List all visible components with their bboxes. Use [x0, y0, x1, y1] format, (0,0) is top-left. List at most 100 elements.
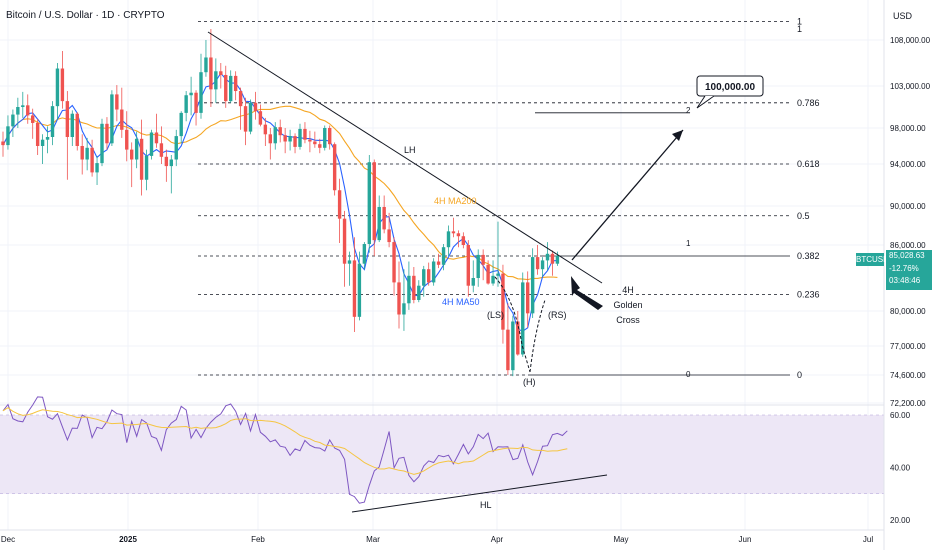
candle-body — [456, 233, 461, 237]
candles-group — [1, 28, 560, 377]
lh-trendline — [207, 31, 603, 284]
fib-ratio-label: 1 — [797, 17, 802, 27]
candle-body — [224, 74, 228, 102]
fib-ratio-label: 0.5 — [797, 211, 810, 221]
candle-body — [332, 144, 337, 191]
candle-body — [352, 260, 357, 317]
price-tick-label: 90,000.00 — [890, 202, 926, 211]
candle-body — [526, 282, 530, 314]
candle-body — [204, 57, 208, 73]
candle-body — [149, 132, 154, 156]
candle-body — [90, 147, 94, 173]
candle-body — [545, 253, 550, 261]
candle-body — [407, 275, 411, 304]
candle-body — [253, 102, 258, 112]
hl-label: HL — [480, 500, 492, 510]
golden-cross-arrow — [571, 276, 603, 310]
time-tick-label: 2025 — [119, 535, 137, 544]
golden-cross-label-1: 4H — [622, 285, 634, 295]
candle-body — [233, 75, 238, 92]
candle-body — [521, 282, 525, 355]
fib-2-marker: 2 — [686, 106, 691, 115]
hs-curve-left — [494, 276, 531, 373]
fib-ratio-label: 0 — [797, 370, 802, 380]
candle-body — [115, 94, 119, 110]
price-tick-label: 74,600.00 — [890, 371, 926, 380]
last-price-box: 85,028.63 -12.76% 03:48:46 — [886, 250, 932, 290]
candle-body — [189, 92, 193, 96]
candle-body — [347, 260, 352, 264]
candle-body — [70, 113, 74, 137]
target-box — [696, 75, 764, 97]
candle-body — [436, 261, 441, 265]
lh-label: LH — [404, 145, 416, 155]
candle-body — [21, 105, 25, 107]
candle-body — [466, 245, 470, 286]
candle-body — [45, 137, 50, 140]
time-tick-label: Mar — [366, 535, 380, 544]
candle-body — [298, 128, 302, 147]
candle-body — [164, 156, 169, 167]
projection-arrow-head — [672, 130, 683, 141]
candle-body — [402, 303, 406, 315]
bar-countdown: 03:48:46 — [889, 276, 921, 285]
candle-body — [417, 285, 421, 300]
candle-body — [65, 101, 70, 137]
projection-arrow-line — [571, 129, 684, 261]
fib-ratio-label: 0.236 — [797, 290, 820, 300]
candle-body — [293, 136, 297, 147]
price-tick-label: 72,200.00 — [890, 399, 926, 408]
price-tick-label: 94,000.00 — [890, 160, 926, 169]
candle-body — [134, 138, 139, 160]
candle-body — [367, 162, 371, 245]
candle-body — [283, 135, 287, 142]
candle-body — [392, 242, 396, 283]
candle-body — [288, 136, 292, 142]
fib-ratio-label: 0.786 — [797, 98, 820, 108]
candle-body — [303, 128, 307, 140]
time-tick-label: Dec — [1, 535, 15, 544]
ls-label: (LS) — [487, 310, 504, 320]
candle-body — [95, 163, 99, 173]
price-change: -12.76% — [889, 263, 919, 273]
candle-body — [337, 190, 342, 219]
candle-body — [535, 257, 540, 270]
candle-body — [50, 106, 55, 137]
candle-body — [382, 206, 386, 230]
candle-body — [323, 128, 327, 148]
candle-body — [422, 269, 426, 286]
candle-body — [412, 275, 416, 300]
candle-body — [16, 107, 20, 115]
ma200-label: 4H MA200 — [434, 196, 477, 206]
target-label: 100,000.00 — [705, 82, 755, 93]
candle-body — [441, 247, 446, 265]
hs-curve-right — [529, 299, 546, 373]
currency-label: USD — [893, 11, 913, 21]
candle-body — [31, 115, 35, 123]
candle-body — [26, 105, 30, 116]
candle-body — [100, 123, 104, 164]
target-box-pointer — [696, 95, 715, 109]
golden-cross-label-2: Golden — [613, 300, 642, 310]
candle-body — [110, 94, 114, 144]
candle-body — [377, 206, 381, 241]
rs-label: (RS) — [548, 310, 567, 320]
candle-body — [219, 71, 223, 75]
candle-body — [550, 253, 555, 264]
time-tick-label: Apr — [491, 535, 504, 544]
candle-body — [174, 136, 178, 160]
rsi-band — [0, 415, 884, 494]
candle-body — [357, 263, 362, 317]
candle-body — [154, 132, 159, 144]
candle-body — [516, 321, 520, 355]
candle-body — [268, 134, 272, 144]
candle-body — [229, 75, 233, 102]
candle-body — [486, 264, 490, 284]
candle-body — [263, 124, 268, 135]
candle-body — [55, 68, 60, 107]
candle-body — [501, 273, 505, 330]
candle-body — [214, 71, 218, 90]
price-tick-label: 103,000.00 — [890, 82, 931, 91]
candle-body — [75, 113, 79, 146]
